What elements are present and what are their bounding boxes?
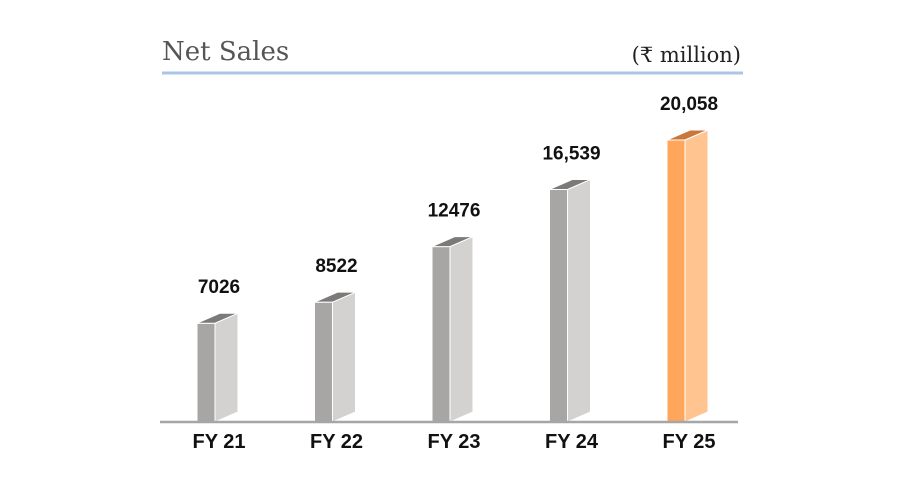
value-label: 20,058 <box>660 94 718 115</box>
value-label: 7026 <box>198 277 240 298</box>
bar-front-face <box>314 301 333 423</box>
bar-side-face <box>332 291 356 423</box>
bar-fy-22 <box>314 291 356 423</box>
labels-group: 7026 FY 21 8522 FY 22 12476 FY 23 16,539 FY 24 2… <box>193 94 719 453</box>
value-label: 16,539 <box>542 143 600 164</box>
category-tick-label: FY 25 <box>663 431 716 453</box>
bar-top-face <box>549 178 591 190</box>
category-tick-label: FY 21 <box>193 431 246 453</box>
category-tick-label: FY 23 <box>428 431 481 453</box>
value-label: 12476 <box>428 201 481 222</box>
bar-fy-21 <box>196 312 239 423</box>
bar-side-face <box>214 312 239 423</box>
bar-top-face <box>196 312 239 324</box>
chart-title: Net Sales <box>162 37 289 67</box>
bars-group <box>196 129 709 423</box>
bar-side-face <box>449 235 474 423</box>
bar-fy-24 <box>549 178 591 423</box>
bar-fy-25 <box>666 129 709 423</box>
category-tick-label: FY 22 <box>310 431 363 453</box>
category-tick-label: FY 24 <box>545 431 599 453</box>
bar-front-face <box>431 246 451 423</box>
bar-side-face <box>684 129 709 423</box>
bar-top-face <box>666 129 709 141</box>
bar-front-face <box>666 139 686 423</box>
bar-side-face <box>567 178 591 423</box>
unit-label: (₹ million) <box>632 43 741 67</box>
bar-front-face <box>549 188 568 423</box>
bar-fy-23 <box>431 235 474 423</box>
bar-top-face <box>314 291 356 303</box>
bar-top-face <box>431 236 474 248</box>
bar-front-face <box>196 322 216 423</box>
value-label: 8522 <box>315 256 357 277</box>
